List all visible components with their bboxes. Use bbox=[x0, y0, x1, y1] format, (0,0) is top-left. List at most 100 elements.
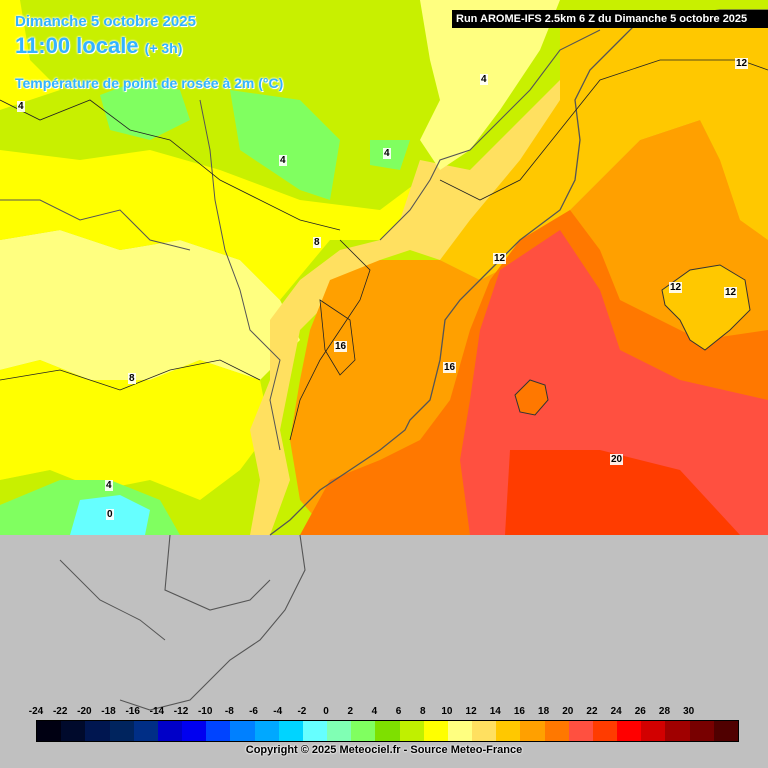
scale-swatch bbox=[544, 721, 569, 741]
scale-tick-label: 18 bbox=[538, 706, 550, 717]
contour-label: 16 bbox=[443, 362, 457, 373]
lead-time: (+ 3h) bbox=[144, 40, 183, 56]
contour-line bbox=[0, 359, 261, 391]
scale-tick-label: 4 bbox=[371, 706, 378, 717]
scale-tick-label: -8 bbox=[224, 706, 234, 717]
zone-green-north bbox=[230, 90, 340, 200]
scale-swatch bbox=[109, 721, 134, 741]
scale-swatch bbox=[351, 721, 376, 741]
scale-swatch bbox=[375, 721, 400, 741]
zone-green-nw bbox=[100, 80, 190, 140]
scale-swatch bbox=[61, 721, 86, 741]
color-scale-bar bbox=[36, 720, 739, 742]
scale-swatch bbox=[254, 721, 279, 741]
scale-swatch bbox=[182, 721, 207, 741]
contour-label: 12 bbox=[669, 282, 683, 293]
scale-tick-label: -16 bbox=[125, 706, 140, 717]
scale-swatch bbox=[568, 721, 593, 741]
scale-tick-label: 20 bbox=[562, 706, 574, 717]
scale-tick-label: -10 bbox=[197, 706, 213, 717]
scale-swatch bbox=[37, 721, 62, 741]
scale-tick-label: -4 bbox=[273, 706, 283, 717]
contour-label: 4 bbox=[480, 74, 488, 85]
scale-swatch bbox=[85, 721, 110, 741]
scale-swatch bbox=[665, 721, 690, 741]
scale-tick-label: -22 bbox=[52, 706, 68, 717]
scale-tick-label: -24 bbox=[28, 706, 44, 717]
scale-swatch bbox=[472, 721, 497, 741]
contour-label: 4 bbox=[17, 101, 25, 112]
forecast-time: 11:00 locale (+ 3h) bbox=[15, 33, 182, 59]
zone-yellow-north bbox=[0, 0, 60, 110]
scale-tick-label: 0 bbox=[323, 706, 329, 717]
border-line-3 bbox=[379, 29, 601, 241]
border-line-4 bbox=[199, 99, 281, 451]
contour-label: 12 bbox=[493, 253, 507, 264]
local-time: 11:00 locale bbox=[15, 33, 139, 58]
color-scale-ticks: -24 -22 -20 -18 -16 -14 -12 -10 -8 -6 -4 -2 0 2 4 6 8 10 1… bbox=[24, 705, 744, 719]
zone-red bbox=[505, 450, 740, 535]
contour-line bbox=[319, 299, 356, 376]
border-line-6 bbox=[59, 559, 166, 641]
scale-swatch bbox=[641, 721, 666, 741]
contour-label: 8 bbox=[128, 373, 136, 384]
scale-swatch bbox=[447, 721, 473, 741]
scale-tick-label: -20 bbox=[77, 706, 92, 717]
zone-light-yellow-west bbox=[0, 230, 300, 380]
scale-tick-label: 16 bbox=[513, 706, 525, 717]
scale-tick-label: -2 bbox=[297, 706, 307, 717]
contour-line bbox=[439, 59, 768, 201]
scale-swatch bbox=[689, 721, 714, 741]
scale-tick-label: -14 bbox=[149, 706, 165, 717]
scale-tick-label: 30 bbox=[683, 706, 695, 717]
scale-swatch bbox=[399, 721, 424, 741]
parameter-title: Température de point de rosée à 2m (°C) bbox=[15, 75, 284, 91]
scale-swatch bbox=[133, 721, 158, 741]
contour-label: 0 bbox=[106, 509, 114, 520]
scale-tick-label: 8 bbox=[419, 706, 426, 717]
scale-tick-label: 22 bbox=[586, 706, 598, 717]
contour-line bbox=[0, 99, 341, 231]
island-large bbox=[661, 264, 751, 351]
scale-tick-label: 12 bbox=[465, 706, 477, 717]
contour-label: 4 bbox=[383, 148, 391, 159]
scale-swatch bbox=[520, 721, 545, 741]
coastline bbox=[269, 9, 768, 536]
scale-tick-label: 10 bbox=[441, 706, 453, 717]
border-line-5 bbox=[0, 199, 191, 251]
scale-swatch bbox=[206, 721, 231, 741]
scale-tick-label: -18 bbox=[101, 706, 116, 717]
scale-swatch bbox=[713, 721, 738, 741]
scale-swatch bbox=[496, 721, 521, 741]
scale-swatch bbox=[157, 721, 183, 741]
scale-tick-label: -6 bbox=[249, 706, 258, 717]
scale-swatch bbox=[278, 721, 303, 741]
scale-swatch bbox=[423, 721, 448, 741]
copyright-notice: Copyright © 2025 Meteociel.fr - Source M… bbox=[245, 744, 523, 756]
scale-tick-label: 14 bbox=[489, 706, 501, 717]
contour-label: 4 bbox=[279, 155, 287, 166]
zone-yellow-southwest bbox=[0, 360, 270, 500]
scale-swatch bbox=[302, 721, 328, 741]
scale-tick-label: -12 bbox=[173, 706, 189, 717]
zone-light-cream-ne bbox=[420, 0, 560, 170]
scale-tick-label: 28 bbox=[658, 706, 671, 717]
contour-label: 12 bbox=[735, 58, 749, 69]
contour-label: 16 bbox=[334, 341, 348, 352]
scale-tick-label: 6 bbox=[395, 706, 402, 717]
border-line-2 bbox=[164, 534, 271, 611]
contour-label: 8 bbox=[313, 237, 321, 248]
forecast-date: Dimanche 5 octobre 2025 bbox=[15, 13, 196, 30]
scale-swatch bbox=[230, 721, 255, 741]
run-info-banner: Run AROME-IFS 2.5km 6 Z du Dimanche 5 oc… bbox=[452, 10, 768, 28]
scale-swatch bbox=[327, 721, 352, 741]
island-small bbox=[514, 379, 549, 416]
contour-label: 4 bbox=[105, 480, 113, 491]
scale-tick-label: 26 bbox=[634, 706, 646, 717]
border-line bbox=[119, 534, 306, 711]
contour-label: 12 bbox=[724, 287, 738, 298]
contour-label: 20 bbox=[610, 454, 624, 465]
scale-swatch bbox=[617, 721, 642, 741]
